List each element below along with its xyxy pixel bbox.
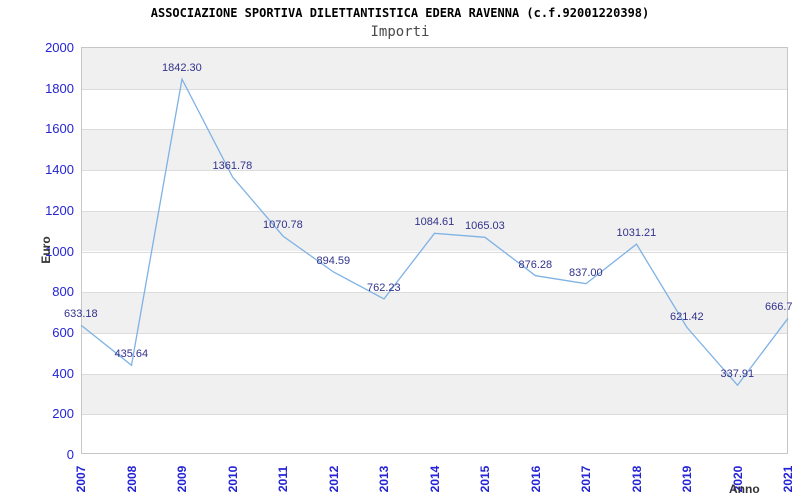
gridline [82, 170, 787, 172]
chart-subtitle: Importi [370, 24, 430, 40]
x-tick-label: 2011 [276, 465, 290, 493]
x-tick-label: 2008 [124, 465, 139, 493]
y-tick-label: 800 [52, 284, 74, 300]
plot-area [81, 47, 788, 454]
point-value-label: 1070.78 [263, 219, 303, 232]
plot-band [82, 88, 787, 130]
gridline [82, 129, 787, 131]
x-axis-title: Anno [729, 482, 760, 496]
x-tick-label: 2007 [74, 465, 88, 493]
y-tick-label: 600 [52, 324, 74, 340]
point-value-label: 633.18 [64, 308, 98, 321]
gridline [82, 210, 787, 212]
x-tick-label: 2014 [427, 465, 442, 493]
point-value-label: 762.23 [367, 281, 401, 294]
y-tick-label: 2000 [45, 40, 74, 55]
plot-band [82, 414, 787, 453]
point-value-label: 666.7 [765, 301, 793, 314]
plot-band [82, 170, 787, 211]
plot-band [82, 373, 787, 415]
point-value-label: 1842.30 [162, 62, 202, 75]
point-value-label: 337.91 [720, 368, 755, 381]
y-tick-label: 1000 [45, 243, 74, 259]
plot-band [82, 332, 787, 374]
gridline [82, 251, 787, 253]
point-value-label: 1031.21 [616, 227, 657, 240]
y-tick-label: 0 [66, 447, 74, 462]
y-axis-title: Euro [39, 236, 53, 264]
y-tick-label: 1400 [45, 162, 74, 178]
x-tick-label: 2012 [326, 465, 341, 493]
x-tick-label: 2009 [175, 465, 189, 493]
x-tick-label: 2017 [579, 465, 593, 493]
plot-band [82, 129, 787, 171]
x-tick-label: 2013 [377, 465, 391, 493]
y-tick-label: 400 [52, 365, 74, 381]
plot-band [82, 251, 787, 293]
point-value-label: 1361.78 [212, 159, 253, 172]
point-value-label: 1065.03 [465, 220, 505, 233]
y-tick-label: 1800 [45, 80, 74, 96]
x-tick-label: 2016 [528, 465, 543, 493]
gridline [82, 373, 787, 375]
plot-band [82, 48, 787, 89]
plot-band [82, 210, 787, 252]
gridline [82, 332, 787, 334]
data-line [80, 77, 789, 387]
y-tick-label: 200 [52, 406, 74, 422]
point-value-label: 1084.61 [414, 216, 455, 229]
gridline [82, 88, 787, 90]
point-value-label: 435.64 [114, 348, 149, 361]
y-tick-label: 1200 [45, 202, 74, 218]
x-tick-label: 2018 [629, 465, 644, 493]
x-tick-label: 2010 [225, 465, 240, 493]
gridline [82, 414, 787, 416]
x-tick-label: 2015 [478, 465, 492, 493]
point-value-label: 837.00 [569, 266, 603, 279]
gridline [82, 292, 787, 294]
point-value-label: 621.42 [670, 310, 704, 323]
point-value-label: 894.59 [316, 254, 351, 267]
point-value-label: 876.28 [518, 258, 553, 271]
chart-title: ASSOCIAZIONE SPORTIVA DILETTANTISTICA ED… [150, 6, 650, 20]
x-tick-label: 2021 [781, 465, 795, 493]
x-tick-label: 2019 [680, 465, 694, 493]
y-tick-label: 1600 [45, 121, 74, 137]
